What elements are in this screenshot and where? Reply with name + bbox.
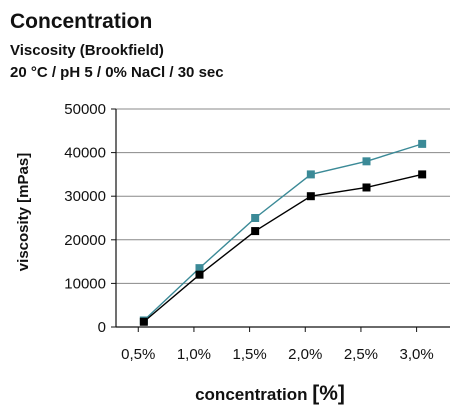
x-tick-label: 2,5% [344, 346, 378, 363]
series-2-point [139, 317, 148, 326]
x-tick-label: 1,0% [177, 346, 211, 363]
y-tick-label: 40000 [64, 145, 106, 162]
data-markers [139, 139, 427, 326]
series-1-point [251, 214, 260, 222]
series-2-point [362, 183, 371, 192]
series-2-point [306, 192, 315, 201]
chart-subtitle-1: Viscosity (Brookfield) [10, 42, 164, 59]
series-2-point [195, 270, 204, 279]
chart-title: Concentration [10, 10, 153, 33]
x-axis-label-unit: [%] [312, 382, 345, 405]
y-tick-label: 10000 [64, 275, 106, 292]
series-2-point [251, 227, 260, 236]
series-line-1 [143, 143, 423, 321]
series-1-point [195, 264, 204, 273]
x-tick-label: 0,5% [121, 346, 155, 363]
x-tick-label: 1,5% [232, 346, 266, 363]
x-tick-label: 2,0% [288, 346, 322, 363]
series-1-point [362, 157, 371, 166]
series-2-point [418, 170, 427, 179]
x-axis-label-text: concentration [195, 385, 312, 404]
x-tick-label: 3,0% [399, 346, 433, 363]
series-1-point [418, 139, 427, 148]
series-line-2 [143, 173, 423, 323]
x-axis-label: concentration [%] [195, 382, 345, 405]
y-tick-label: 50000 [64, 101, 106, 118]
y-tick-label: 30000 [64, 188, 106, 205]
tick-labels: 0 10000 20000 30000 40000 50000 0,5% 1,0% 1,5% 2,… [64, 101, 433, 363]
series-lines [143, 143, 423, 323]
axes [111, 108, 450, 332]
y-tick-label: 0 [98, 319, 106, 336]
y-tick-label: 20000 [64, 232, 106, 249]
series-1-point [306, 170, 315, 179]
y-axis-label: viscosity [mPas] [15, 153, 32, 271]
chart-subtitle-2: 20 °C / pH 5 / 0% NaCl / 30 sec [10, 64, 224, 81]
